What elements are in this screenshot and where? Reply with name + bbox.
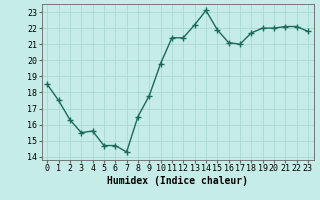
X-axis label: Humidex (Indice chaleur): Humidex (Indice chaleur) xyxy=(107,176,248,186)
